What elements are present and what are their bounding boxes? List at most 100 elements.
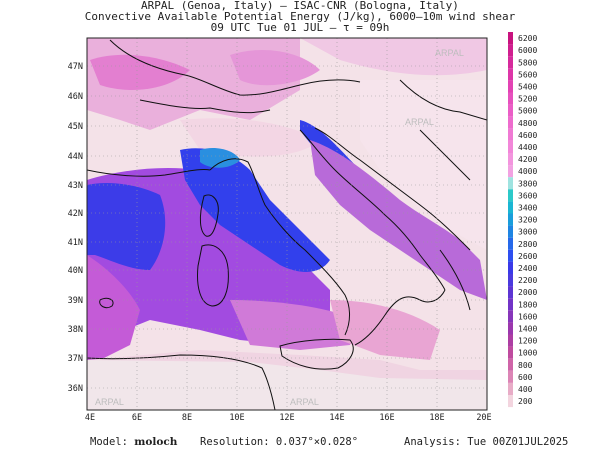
colorbar-swatch [508, 201, 513, 214]
colorbar-label: 3000 [518, 228, 537, 237]
watermark-adriatic: ARPAL [405, 117, 434, 127]
colorbar-label: 4400 [518, 143, 537, 152]
lat-label: 38N [68, 325, 83, 335]
colorbar-label: 4800 [518, 119, 537, 128]
lat-label: 36N [68, 384, 83, 394]
colorbar-label: 5600 [518, 70, 537, 79]
lat-label: 46N [68, 92, 83, 102]
lon-label: 16E [379, 413, 394, 423]
colorbar-swatch [508, 237, 513, 250]
lon-label: 18E [429, 413, 444, 423]
colorbar-swatch [508, 32, 513, 45]
colorbar-swatch [508, 153, 513, 166]
colorbar-swatch [508, 80, 513, 93]
colorbar-label: 400 [518, 385, 533, 394]
colorbar-swatch [508, 213, 513, 226]
colorbar: 6200 6000 5800 5600 5400 5200 5000 4800 4600 4400… [508, 32, 537, 408]
lon-label: 10E [229, 413, 244, 423]
watermark-bottom-left: ARPAL [95, 397, 124, 407]
colorbar-swatch [508, 261, 513, 274]
watermark-top-right: ARPAL [435, 48, 464, 58]
colorbar-label: 1400 [518, 324, 537, 333]
colorbar-label: 1000 [518, 349, 537, 358]
colorbar-swatch [508, 346, 513, 359]
lon-label: 12E [279, 413, 294, 423]
lon-label: 4E [85, 413, 95, 423]
colorbar-swatch [508, 322, 513, 335]
map-frame [86, 37, 488, 411]
colorbar-swatch [508, 334, 513, 347]
colorbar-swatch [508, 104, 513, 117]
colorbar-swatch [508, 116, 513, 129]
colorbar-label: 1600 [518, 312, 537, 321]
colorbar-swatch [508, 165, 513, 178]
lat-label: 45N [68, 122, 83, 132]
header-line-1: ARPAL (Genoa, Italy) — ISAC-CNR (Bologna… [141, 0, 459, 12]
colorbar-swatch [508, 286, 513, 299]
lon-label: 14E [329, 413, 344, 423]
colorbar-swatch [508, 249, 513, 262]
lon-label: 8E [182, 413, 192, 423]
cape-field [87, 38, 487, 410]
graticule [87, 38, 487, 410]
colorbar-label: 600 [518, 373, 533, 382]
model-label: Model: [90, 436, 128, 448]
lat-label: 42N [68, 209, 83, 219]
lat-label: 39N [68, 296, 83, 306]
colorbar-swatch [508, 128, 513, 141]
colorbar-swatch [508, 382, 513, 395]
header-line-3: 09 UTC Tue 01 JUL — τ = 09h [210, 21, 390, 34]
colorbar-swatch [508, 68, 513, 81]
colorbar-swatch [508, 225, 513, 238]
colorbar-swatch [508, 140, 513, 153]
coastlines [87, 39, 487, 410]
resolution-info: Resolution: 0.037°×0.028° [200, 436, 359, 448]
colorbar-label: 2600 [518, 252, 537, 261]
colorbar-label: 1200 [518, 337, 537, 346]
lat-label: 47N [68, 62, 83, 72]
colorbar-label: 5800 [518, 58, 537, 67]
colorbar-swatch [508, 370, 513, 383]
colorbar-label: 6000 [518, 46, 537, 55]
model-value: moloch [134, 436, 178, 448]
lat-label: 40N [68, 266, 83, 276]
colorbar-label: 4000 [518, 167, 537, 176]
colorbar-label: 800 [518, 361, 533, 370]
lat-label: 41N [68, 238, 83, 248]
colorbar-label: 3800 [518, 179, 537, 188]
colorbar-swatch [508, 358, 513, 371]
colorbar-swatch [508, 395, 513, 408]
colorbar-label: 1800 [518, 300, 537, 309]
colorbar-swatch [508, 92, 513, 105]
colorbar-label: 3200 [518, 216, 537, 225]
header-line-2: Convective Available Potential Energy (J… [84, 10, 516, 23]
colorbar-label: 5200 [518, 95, 537, 104]
colorbar-label: 2400 [518, 264, 537, 273]
analysis-info: Analysis: Tue 00Z01JUL2025 [404, 436, 569, 448]
colorbar-label: 5400 [518, 82, 537, 91]
colorbar-label: 4200 [518, 155, 537, 164]
lon-label: 20E [476, 413, 491, 423]
colorbar-swatch [508, 310, 513, 323]
colorbar-label: 2000 [518, 288, 537, 297]
colorbar-label: 2200 [518, 276, 537, 285]
colorbar-swatch [508, 274, 513, 287]
colorbar-swatch [508, 44, 513, 57]
colorbar-label: 3400 [518, 203, 537, 212]
lon-label: 6E [132, 413, 142, 423]
colorbar-swatch [508, 298, 513, 311]
colorbar-swatch [508, 56, 513, 69]
model-info: Model: moloch [90, 436, 177, 448]
colorbar-label: 3600 [518, 191, 537, 200]
lat-label: 43N [68, 181, 83, 191]
lat-label: 37N [68, 354, 83, 364]
colorbar-swatch [508, 189, 513, 202]
colorbar-label: 5000 [518, 107, 537, 116]
colorbar-label: 2800 [518, 240, 537, 249]
colorbar-label: 6200 [518, 34, 537, 43]
colorbar-swatch [508, 177, 513, 190]
colorbar-label: 200 [518, 397, 533, 406]
watermark-bottom-center: ARPAL [290, 397, 319, 407]
lat-label: 44N [68, 152, 83, 162]
